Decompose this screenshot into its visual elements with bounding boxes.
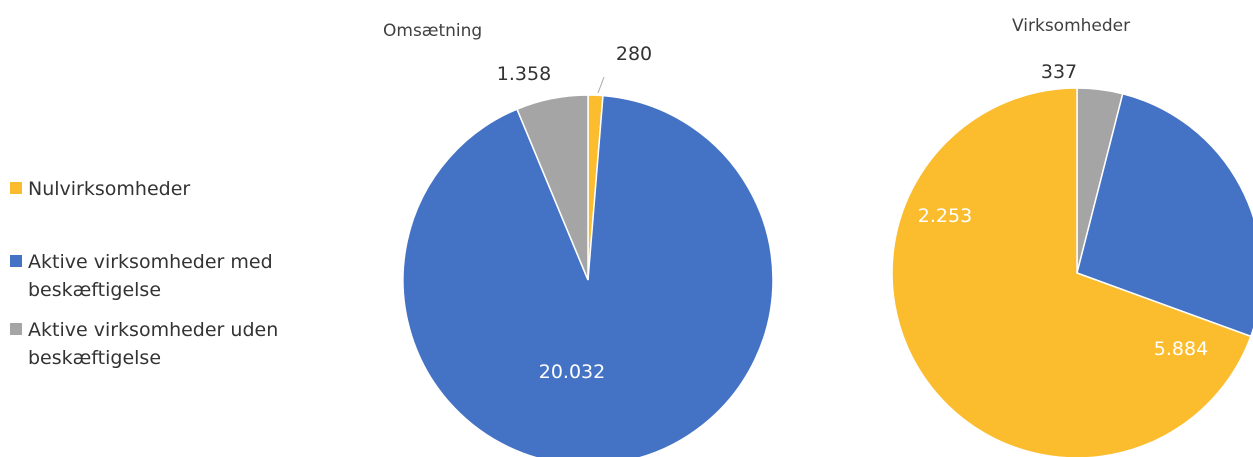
pie-slice-virksomheder-aktive-virksomheder-med-beskaeftigelse [1076, 92, 1253, 338]
legend-label-nulvirksomheder: Nulvirksomheder [28, 178, 191, 200]
legend-item-nulvirksomheder: Nulvirksomheder [10, 175, 318, 203]
legend-swatch-aktive-uden [10, 323, 22, 335]
pie-slice-omsaetning-aktive-virksomheder-uden-beskaeftigelse [516, 94, 589, 281]
legend-label-aktive-uden: Aktive virksomheder uden beskæftigelse [28, 319, 279, 369]
legend-item-aktive-med: Aktive virksomheder med beskæftigelse [10, 248, 318, 304]
chart-title-omsaetning: Omsætning [383, 21, 483, 41]
pie-slice-omsaetning-aktive-virksomheder-med-beskaeftigelse [402, 94, 774, 457]
pie-slice-virksomheder-nulvirksomheder [891, 87, 1252, 457]
data-label-virksomheder-aktive-virksomheder-uden-beskaeftigelse: 337 [1041, 61, 1077, 83]
data-label-omsaetning-aktive-virksomheder-uden-beskaeftigelse: 1.358 [497, 63, 551, 85]
legend-swatch-nulvirksomheder [10, 182, 22, 194]
data-label-virksomheder-nulvirksomheder: 5.884 [1154, 338, 1208, 360]
legend-item-aktive-uden: Aktive virksomheder uden beskæftigelse [10, 316, 318, 372]
legend-label-aktive-med: Aktive virksomheder med beskæftigelse [28, 251, 273, 301]
legend-swatch-aktive-med [10, 255, 22, 267]
chart-title-virksomheder: Virksomheder [1012, 16, 1131, 36]
data-label-virksomheder-aktive-virksomheder-med-beskaeftigelse: 2.253 [918, 205, 972, 227]
leader-line-omsaetning-nulvirksomheder [597, 76, 605, 94]
data-label-omsaetning-nulvirksomheder: 280 [616, 43, 652, 65]
data-label-omsaetning-aktive-virksomheder-med-beskaeftigelse: 20.032 [539, 361, 605, 383]
